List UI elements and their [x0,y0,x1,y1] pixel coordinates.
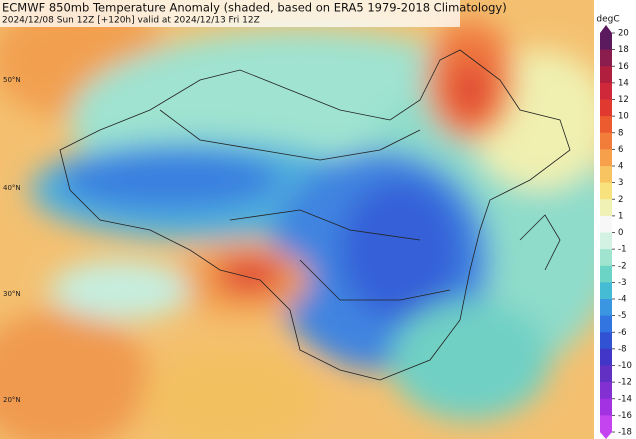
colorbar-segment [600,282,612,300]
subtitle: 2024/12/08 Sun 12Z [+120h] valid at 2024… [2,16,260,26]
colorbar-label: -2 [618,261,626,271]
colorbar-segment [600,182,612,200]
colorbar-cap [600,25,612,33]
colorbar-segment [600,215,612,233]
colorbar-segment [600,99,612,117]
colorbar-label: -1 [618,245,626,255]
colorbar-segment [600,398,612,416]
colorbar-label: 0 [618,228,623,238]
colorbar-label: 12 [618,95,629,105]
colorbar-segment [600,299,612,317]
colorbar-label: -18 [618,428,632,438]
title: ECMWF 850mb Temperature Anomaly (shaded,… [2,1,507,15]
colorbar-segment [600,132,612,150]
colorbar-label: -4 [618,295,626,305]
colorbar-segment [600,116,612,134]
colorbar-label: -8 [618,344,626,354]
colorbar-segment [600,382,612,400]
colorbar-segment [600,49,612,67]
colorbar-segment [600,348,612,366]
colorbar-segment [600,166,612,184]
colorbar-label: 1 [618,211,623,221]
colorbar-label: -5 [618,311,626,321]
colorbar-segment [600,199,612,217]
colorbar-label: 2 [618,195,623,205]
border [159,109,561,301]
map [0,0,594,439]
colorbar-label: 14 [618,78,629,88]
colorbar-label: -10 [618,361,632,371]
border [59,49,571,381]
colorbar-label: 16 [618,62,629,72]
colorbar-label: 18 [618,45,629,55]
colorbar-label: 8 [618,128,623,138]
lat-label: 30°N [3,290,21,298]
colorbar-label: -14 [618,394,632,404]
colorbar-segment [600,66,612,84]
lat-label: 20°N [3,396,21,404]
colorbar-cap [600,432,612,439]
colorbar-unit: degC [596,15,619,25]
colorbar-segment [600,365,612,383]
colorbar-label: 10 [618,112,629,122]
colorbar-label: -6 [618,328,626,338]
colorbar-segment [600,332,612,350]
colorbar-segment [600,415,612,433]
lat-label: 50°N [3,76,21,84]
lat-label: 40°N [3,184,21,192]
colorbar-label: 4 [618,162,623,172]
colorbar-segment [600,149,612,167]
colorbar-label: -12 [618,378,632,388]
colorbar-segment [600,33,612,51]
colorbar-label: -16 [618,411,632,421]
colorbar-label: 6 [618,145,623,155]
colorbar-label: 20 [618,29,629,39]
colorbar-segment [600,232,612,250]
colorbar-segment [600,82,612,100]
colorbar-label: 3 [618,178,623,188]
colorbar-segment [600,249,612,267]
colorbar-segment [600,265,612,283]
colorbar-segment [600,315,612,333]
colorbar-label: -3 [618,278,626,288]
